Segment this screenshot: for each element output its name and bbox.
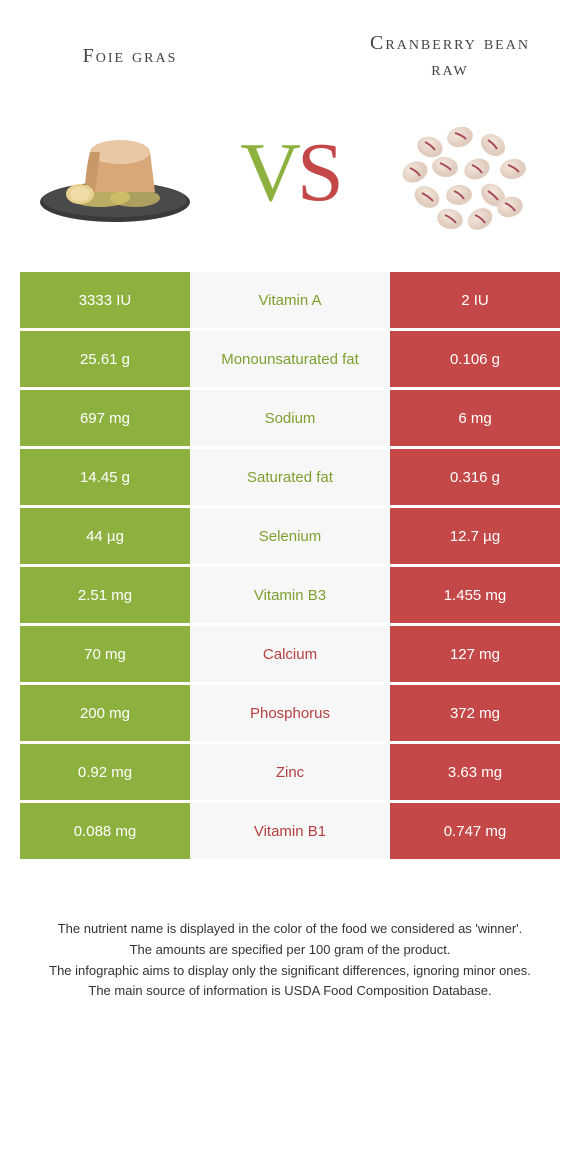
value-left: 2.51 mg <box>20 567 190 623</box>
comparison-table: 3333 IUVitamin A2 IU25.61 gMonounsaturat… <box>20 272 560 859</box>
vs-label: VS <box>240 124 339 221</box>
nutrient-name: Sodium <box>190 390 390 446</box>
nutrient-name: Zinc <box>190 744 390 800</box>
table-row: 70 mgCalcium127 mg <box>20 626 560 682</box>
nutrient-name: Calcium <box>190 626 390 682</box>
nutrient-name: Phosphorus <box>190 685 390 741</box>
table-row: 14.45 gSaturated fat0.316 g <box>20 449 560 505</box>
caption-line: The main source of information is USDA F… <box>30 981 550 1002</box>
foie-gras-image <box>30 102 200 242</box>
value-right: 127 mg <box>390 626 560 682</box>
vs-v: V <box>240 126 297 219</box>
title-left: Foie gras <box>30 43 230 69</box>
value-right: 6 mg <box>390 390 560 446</box>
value-left: 0.088 mg <box>20 803 190 859</box>
table-row: 3333 IUVitamin A2 IU <box>20 272 560 328</box>
table-row: 697 mgSodium6 mg <box>20 390 560 446</box>
value-right: 372 mg <box>390 685 560 741</box>
caption-line: The amounts are specified per 100 gram o… <box>30 940 550 961</box>
value-left: 44 µg <box>20 508 190 564</box>
nutrient-name: Saturated fat <box>190 449 390 505</box>
cranberry-bean-image <box>380 102 550 242</box>
value-left: 3333 IU <box>20 272 190 328</box>
nutrient-name: Vitamin B3 <box>190 567 390 623</box>
table-row: 200 mgPhosphorus372 mg <box>20 685 560 741</box>
title-right: Cranberry bean raw <box>350 30 550 82</box>
caption-line: The infographic aims to display only the… <box>30 961 550 982</box>
nutrient-name: Vitamin A <box>190 272 390 328</box>
vs-s: S <box>297 126 340 219</box>
value-right: 0.106 g <box>390 331 560 387</box>
table-row: 2.51 mgVitamin B31.455 mg <box>20 567 560 623</box>
titles-row: Foie gras Cranberry bean raw <box>0 0 580 92</box>
caption-line: The nutrient name is displayed in the co… <box>30 919 550 940</box>
table-row: 0.92 mgZinc3.63 mg <box>20 744 560 800</box>
value-left: 70 mg <box>20 626 190 682</box>
value-left: 200 mg <box>20 685 190 741</box>
value-right: 2 IU <box>390 272 560 328</box>
value-right: 0.747 mg <box>390 803 560 859</box>
value-left: 14.45 g <box>20 449 190 505</box>
nutrient-name: Monounsaturated fat <box>190 331 390 387</box>
nutrient-name: Selenium <box>190 508 390 564</box>
value-right: 0.316 g <box>390 449 560 505</box>
value-right: 12.7 µg <box>390 508 560 564</box>
nutrient-name: Vitamin B1 <box>190 803 390 859</box>
table-row: 44 µgSelenium12.7 µg <box>20 508 560 564</box>
value-left: 25.61 g <box>20 331 190 387</box>
images-vs-row: VS <box>0 92 580 272</box>
value-right: 1.455 mg <box>390 567 560 623</box>
table-row: 0.088 mgVitamin B10.747 mg <box>20 803 560 859</box>
value-left: 0.92 mg <box>20 744 190 800</box>
table-row: 25.61 gMonounsaturated fat0.106 g <box>20 331 560 387</box>
infographic: Foie gras Cranberry bean raw VS <box>0 0 580 1002</box>
caption: The nutrient name is displayed in the co… <box>30 919 550 1002</box>
value-left: 697 mg <box>20 390 190 446</box>
value-right: 3.63 mg <box>390 744 560 800</box>
